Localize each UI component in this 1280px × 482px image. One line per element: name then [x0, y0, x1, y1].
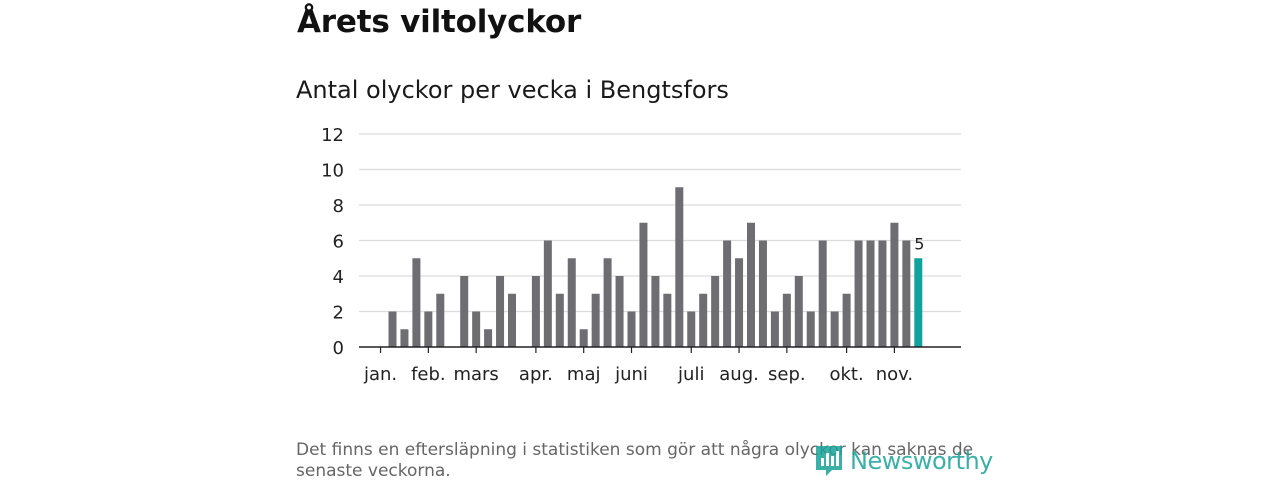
bar [854, 240, 863, 347]
bar [567, 258, 576, 347]
bar [830, 311, 839, 347]
bar [866, 240, 875, 347]
bar [842, 293, 851, 347]
x-tick-label: juni [614, 364, 648, 385]
y-tick-label: 0 [333, 338, 344, 359]
bar [472, 311, 481, 347]
bar [687, 311, 696, 347]
bar [591, 293, 600, 347]
x-tick-label: nov. [876, 364, 913, 385]
x-tick-label: mars [453, 364, 498, 385]
x-tick-label: juli [677, 364, 704, 385]
logo-text: Newsworthy [850, 447, 993, 475]
bar [543, 240, 552, 347]
data-label: 5 [914, 234, 924, 253]
bar [531, 276, 540, 347]
bar [770, 311, 779, 347]
bar [890, 222, 899, 347]
bar [794, 276, 803, 347]
x-tick-label: jan. [363, 364, 397, 385]
bar [424, 311, 433, 347]
x-tick-label: aug. [719, 364, 759, 385]
bar [400, 329, 409, 347]
x-tick-label: maj [567, 364, 601, 385]
bar [579, 329, 588, 347]
bar [806, 311, 815, 347]
bar [651, 276, 660, 347]
y-tick-label: 2 [333, 303, 344, 324]
bar [603, 258, 612, 347]
bar [747, 222, 755, 347]
bar [735, 258, 744, 347]
bar [412, 258, 421, 347]
bar [615, 276, 624, 347]
footnote: Det finns en eftersläpning i statistiken… [296, 440, 974, 481]
bar [782, 293, 791, 347]
y-tick-label: 12 [321, 125, 344, 146]
x-tick-label: feb. [411, 364, 446, 385]
bar [627, 311, 636, 347]
bar [723, 240, 732, 347]
bar [460, 276, 469, 347]
bar-chart-logo-icon [816, 446, 842, 476]
newsworthy-logo: Newsworthy [814, 444, 993, 478]
bar [639, 222, 648, 347]
y-tick-label: 8 [333, 196, 344, 217]
bar [914, 258, 923, 347]
bar [555, 293, 564, 347]
bar [758, 240, 767, 347]
x-tick-label: okt. [829, 364, 863, 385]
x-tick-label: sep. [768, 364, 806, 385]
bar [699, 293, 708, 347]
bar [711, 276, 720, 347]
bar [878, 240, 887, 347]
bar [388, 311, 397, 347]
y-tick-label: 6 [333, 232, 344, 253]
bar [484, 329, 493, 347]
bar [663, 293, 672, 347]
chart-subtitle: Antal olyckor per vecka i Bengtsfors [296, 76, 729, 104]
chart-title: Årets viltolyckor [297, 4, 582, 40]
bar [496, 276, 505, 347]
y-tick-label: 4 [333, 267, 344, 288]
bar [818, 240, 827, 347]
bar [675, 187, 684, 347]
y-tick-label: 10 [321, 161, 344, 182]
bar [902, 240, 911, 347]
x-tick-label: apr. [519, 364, 553, 385]
bar [436, 293, 445, 347]
bar [508, 293, 516, 347]
